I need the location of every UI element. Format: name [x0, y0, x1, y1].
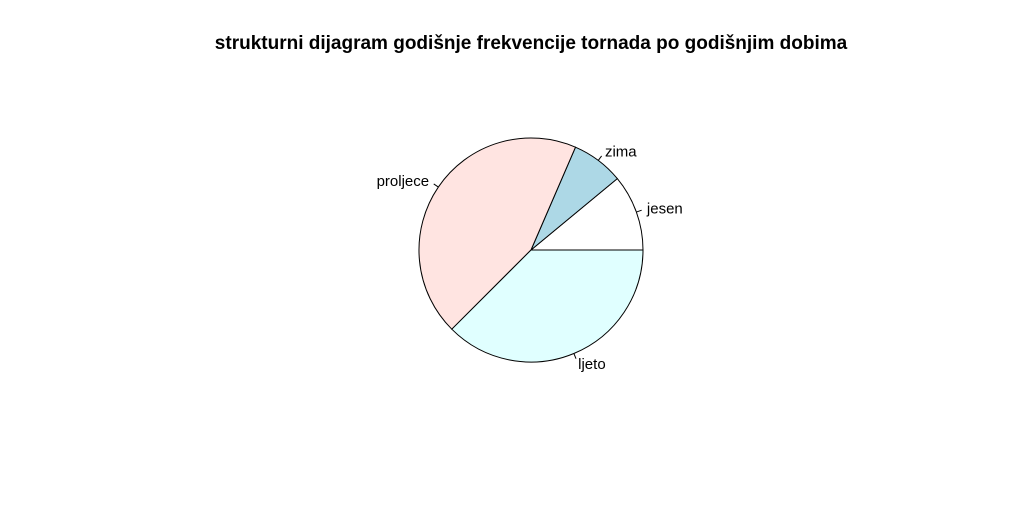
pie-slice-jesen [529, 177, 644, 251]
pie-slices [418, 137, 644, 363]
pie-label-proljece: proljece [377, 173, 430, 190]
pie-leader-jesen [636, 209, 642, 213]
pie-label-jesen: jesen [646, 200, 683, 217]
pie-labels: jesen zima proljece ljeto [377, 143, 683, 372]
pie-label-ljeto: ljeto [578, 356, 606, 373]
pie-leader-proljece [433, 183, 439, 188]
pie-leader-zima [597, 155, 603, 161]
pie-label-zima: zima [605, 143, 637, 160]
chart-title: strukturni dijagram godišnje frekvencije… [215, 33, 848, 54]
pie-leader-ljeto [573, 353, 577, 359]
